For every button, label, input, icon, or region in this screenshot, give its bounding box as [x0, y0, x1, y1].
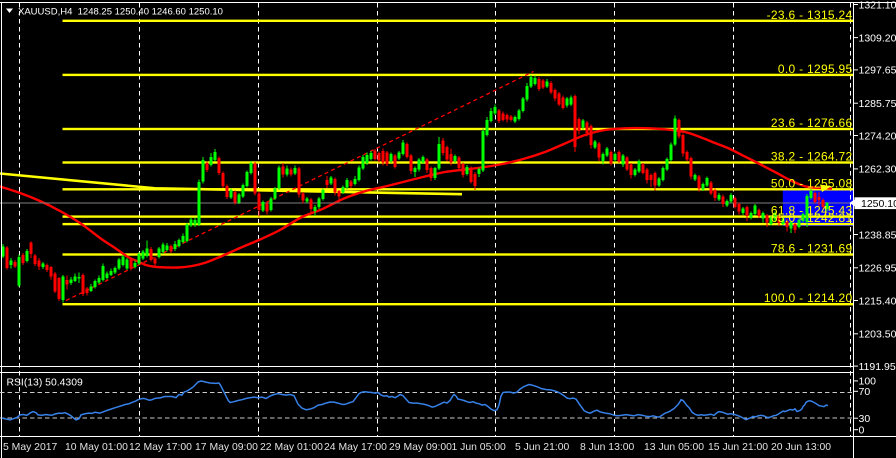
- svg-text:30: 30: [859, 413, 871, 425]
- svg-text:1203.50: 1203.50: [859, 329, 896, 341]
- svg-text:29 May 09:00: 29 May 09:00: [389, 442, 452, 453]
- svg-text:8 Jun 13:00: 8 Jun 13:00: [580, 442, 635, 453]
- svg-text:15 Jun 21:00: 15 Jun 21:00: [708, 442, 768, 453]
- svg-text:RSI(13) 50.4309: RSI(13) 50.4309: [7, 378, 83, 389]
- svg-text:23.6 - 1276.66: 23.6 - 1276.66: [771, 116, 853, 130]
- svg-text:1191.95: 1191.95: [859, 361, 896, 373]
- svg-text:38.2 - 1264.72: 38.2 - 1264.72: [771, 150, 853, 164]
- svg-text:1297.65: 1297.65: [859, 65, 896, 77]
- svg-text:1250.10: 1250.10: [861, 198, 896, 210]
- svg-text:5 May 2017: 5 May 2017: [3, 442, 58, 453]
- svg-text:24 May 17:00: 24 May 17:00: [324, 442, 387, 453]
- svg-text:50.0 - 1255.08: 50.0 - 1255.08: [771, 176, 853, 190]
- svg-text:1226.95: 1226.95: [859, 263, 896, 275]
- svg-text:10 May 01:00: 10 May 01:00: [65, 442, 128, 453]
- svg-text:1321.10: 1321.10: [859, 0, 896, 11]
- svg-text:1 Jun 05:00: 1 Jun 05:00: [452, 442, 507, 453]
- svg-text:20 Jun 13:00: 20 Jun 13:00: [771, 442, 831, 453]
- svg-text:70: 70: [859, 386, 871, 398]
- svg-text:78.6 - 1231.69: 78.6 - 1231.69: [771, 242, 853, 256]
- svg-text:61.8 - 1245.43: 61.8 - 1245.43: [771, 204, 853, 218]
- svg-text:1215.40: 1215.40: [859, 295, 896, 307]
- svg-text:17 May 09:00: 17 May 09:00: [195, 442, 258, 453]
- svg-text:13 Jun 05:00: 13 Jun 05:00: [644, 442, 704, 453]
- svg-text:5 Jun 21:00: 5 Jun 21:00: [515, 442, 570, 453]
- svg-text:0.0 - 1295.95: 0.0 - 1295.95: [778, 62, 853, 76]
- svg-text:XAUUSD,H4 1248.25 1250.40 124: XAUUSD,H4 1248.25 1250.40 1246.60 1250.1…: [18, 6, 223, 17]
- svg-text:22 May 01:00: 22 May 01:00: [260, 442, 323, 453]
- svg-text:0: 0: [859, 425, 865, 437]
- svg-text:100: 100: [859, 376, 877, 388]
- svg-text:100.0 - 1214.20: 100.0 - 1214.20: [764, 291, 853, 305]
- svg-text:1262.30: 1262.30: [859, 164, 896, 176]
- svg-text:65.0 - 1242.81: 65.0 - 1242.81: [771, 211, 853, 225]
- svg-text:1238.85: 1238.85: [859, 229, 896, 241]
- svg-text:1274.20: 1274.20: [859, 130, 896, 142]
- svg-text:-23.6 - 1315.24: -23.6 - 1315.24: [767, 8, 853, 22]
- svg-text:12 May 17:00: 12 May 17:00: [129, 442, 192, 453]
- svg-text:1309.20: 1309.20: [859, 32, 896, 44]
- svg-text:1285.75: 1285.75: [859, 98, 896, 110]
